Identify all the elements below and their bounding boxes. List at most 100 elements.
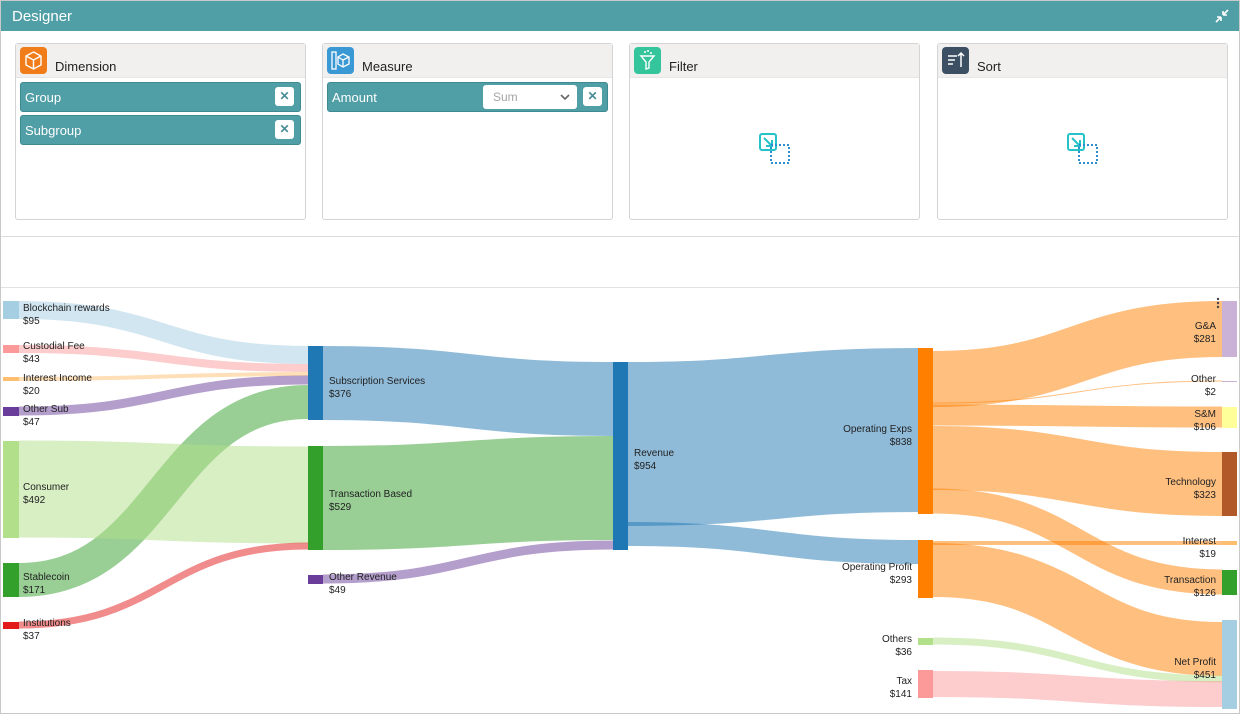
sankey-node-operating-exps[interactable] — [918, 348, 933, 514]
sankey-node-tax[interactable] — [918, 670, 933, 698]
sankey-node-label: Blockchain rewards — [23, 303, 110, 314]
sankey-node-value: $49 — [329, 585, 346, 596]
sankey-node-technology[interactable] — [1222, 452, 1237, 516]
more-options-icon[interactable] — [1216, 297, 1220, 309]
sankey-link-others-to-net-profit[interactable] — [932, 637, 1223, 683]
sankey-node-label: G&A — [1195, 321, 1216, 332]
sankey-node-transaction-based[interactable] — [308, 446, 323, 550]
sankey-node-label: Institutions — [23, 618, 71, 629]
drop-target-icon[interactable] — [1066, 132, 1100, 166]
sankey-link-operating-exps-to-ganda[interactable] — [932, 301, 1223, 407]
sankey-node-blockchain-rewards[interactable] — [3, 301, 19, 319]
sort-icon — [942, 47, 969, 74]
sankey-node-label: Interest — [1183, 536, 1217, 547]
measure-header: Measure — [323, 44, 612, 78]
sankey-node-value: $95 — [23, 316, 40, 327]
remove-icon[interactable]: ✕ — [583, 87, 602, 106]
sort-label: Sort — [977, 59, 1001, 74]
window-title: Designer — [12, 8, 73, 25]
sankey-node-stablecoin[interactable] — [3, 563, 19, 597]
sankey-node-value: $106 — [1194, 422, 1217, 433]
sankey-link-operating-exps-to-sandm[interactable] — [932, 404, 1223, 428]
sankey-node-label: Operating Profit — [842, 562, 912, 573]
dimension-chip-subgroup[interactable]: Subgroup ✕ — [20, 115, 301, 145]
sankey-node-label: Subscription Services — [329, 376, 425, 387]
title-bar: Designer — [1, 1, 1239, 31]
chevron-down-icon — [560, 94, 570, 101]
sankey-node-value: $171 — [23, 585, 46, 596]
drop-target-icon[interactable] — [758, 132, 792, 166]
measure-chip-label: Amount — [332, 90, 377, 105]
sankey-link-other-revenue-to-revenue[interactable] — [322, 540, 614, 584]
sankey-node-institutions[interactable] — [3, 622, 19, 629]
sankey-link-operating-exps-to-other[interactable] — [932, 380, 1223, 404]
sankey-node-transaction[interactable] — [1222, 570, 1237, 595]
sankey-node-value: $2 — [1205, 387, 1217, 398]
sort-card: Sort — [937, 43, 1228, 220]
sankey-node-label: Consumer — [23, 482, 70, 493]
sankey-node-label: Other Sub — [23, 404, 69, 415]
sankey-node-value: $37 — [23, 631, 40, 642]
sankey-link-revenue-to-operating-profit[interactable] — [627, 522, 919, 564]
sankey-node-interest[interactable] — [1222, 541, 1237, 545]
sankey-node-label: Other — [1191, 374, 1217, 385]
sankey-chart: Blockchain rewards $95 Custodial Fee $43 Int… — [1, 289, 1239, 713]
sankey-link-tax-to-net-profit[interactable] — [932, 671, 1223, 707]
sankey-node-label: S&M — [1194, 409, 1216, 420]
chart-toolbar-area — [1, 238, 1239, 288]
sankey-node-label: Custodial Fee — [23, 341, 85, 352]
sankey-link-consumer-to-transaction-based[interactable] — [18, 440, 309, 544]
filter-label: Filter — [669, 59, 698, 74]
filter-card: Filter — [629, 43, 920, 220]
sankey-node-custodial-fee[interactable] — [3, 345, 19, 353]
collapse-icon[interactable] — [1215, 9, 1229, 23]
sankey-node-label: Operating Exps — [843, 424, 912, 435]
sankey-node-label: Transaction — [1164, 575, 1216, 586]
remove-icon[interactable]: ✕ — [275, 120, 294, 139]
sankey-link-institutions-to-transaction-based[interactable] — [18, 542, 309, 629]
sankey-link-subscription-services-to-revenue[interactable] — [322, 346, 614, 436]
aggregate-select[interactable]: Sum — [483, 85, 577, 109]
dimension-chip-label: Group — [25, 90, 62, 105]
sankey-node-others[interactable] — [918, 638, 933, 645]
filter-header: Filter — [630, 44, 919, 78]
sankey-node-sandm[interactable] — [1222, 407, 1237, 428]
sankey-node-interest-income[interactable] — [3, 377, 19, 381]
sankey-node-ganda[interactable] — [1222, 301, 1237, 357]
funnel-icon — [634, 47, 661, 74]
sankey-node-consumer[interactable] — [3, 441, 19, 538]
sankey-node-operating-profit[interactable] — [918, 540, 933, 598]
designer-panel: Dimension Group ✕ Subgroup ✕ Measure — [1, 31, 1239, 237]
sankey-link-operating-profit-to-net-profit[interactable] — [932, 543, 1223, 676]
sankey-node-value: $954 — [634, 461, 657, 472]
sankey-link-operating-exps-to-technology[interactable] — [932, 426, 1223, 516]
sankey-node-net-profit[interactable] — [1222, 620, 1237, 709]
sankey-node-value: $36 — [895, 647, 912, 658]
sankey-node-other[interactable] — [1222, 381, 1237, 382]
measure-label: Measure — [362, 59, 413, 74]
sankey-node-subscription-services[interactable] — [308, 346, 323, 420]
dimension-chip-label: Subgroup — [25, 123, 82, 138]
sankey-node-label: Interest Income — [23, 373, 92, 384]
sankey-node-label: Revenue — [634, 448, 674, 459]
sankey-link-revenue-to-operating-exps[interactable] — [627, 348, 919, 526]
sankey-node-value: $293 — [890, 575, 913, 586]
dimension-chip-group[interactable]: Group ✕ — [20, 82, 301, 112]
remove-icon[interactable]: ✕ — [275, 87, 294, 106]
sankey-link-interest-income-to-subscription-services[interactable] — [18, 372, 309, 381]
sankey-link-blockchain-rewards-to-subscription-services[interactable] — [18, 301, 309, 364]
dimension-card: Dimension Group ✕ Subgroup ✕ — [15, 43, 306, 220]
sankey-node-value: $43 — [23, 354, 40, 365]
sankey-link-custodial-fee-to-subscription-services[interactable] — [18, 345, 309, 372]
sankey-node-value: $281 — [1194, 334, 1217, 345]
sankey-node-label: Technology — [1165, 477, 1216, 488]
sankey-node-other-sub[interactable] — [3, 407, 19, 416]
measure-chip-amount[interactable]: Amount Sum ✕ — [327, 82, 608, 112]
sankey-node-value: $141 — [890, 689, 913, 700]
sankey-node-revenue[interactable] — [613, 362, 628, 550]
sankey-link-other-sub-to-subscription-services[interactable] — [18, 375, 309, 416]
sankey-node-other-revenue[interactable] — [308, 575, 323, 584]
sankey-node-value: $451 — [1194, 670, 1217, 681]
sankey-link-transaction-based-to-revenue[interactable] — [322, 436, 614, 550]
